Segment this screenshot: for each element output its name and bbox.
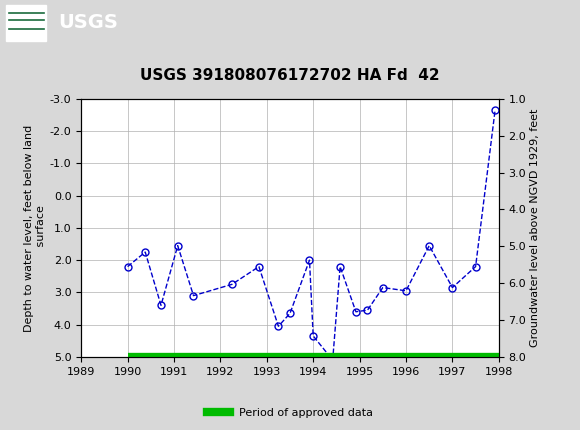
Y-axis label: Groundwater level above NGVD 1929, feet: Groundwater level above NGVD 1929, feet (531, 109, 541, 347)
Text: USGS: USGS (58, 13, 118, 32)
Legend: Period of approved data: Period of approved data (203, 403, 377, 422)
FancyBboxPatch shape (6, 4, 46, 41)
Y-axis label: Depth to water level, feet below land
 surface: Depth to water level, feet below land su… (24, 124, 46, 332)
Text: USGS 391808076172702 HA Fd  42: USGS 391808076172702 HA Fd 42 (140, 68, 440, 83)
